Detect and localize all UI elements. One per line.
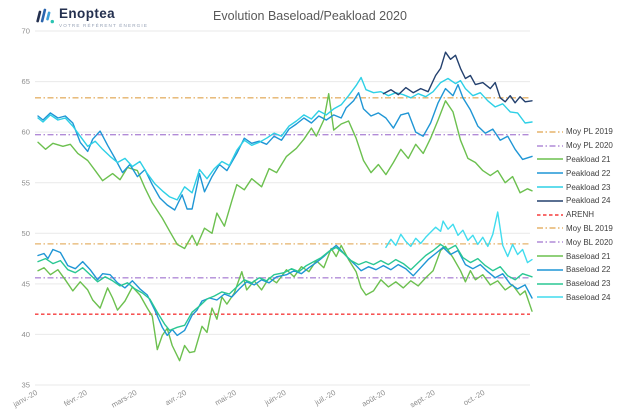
- x-tick-label: avr.-20: [163, 388, 188, 407]
- x-tick-label: juin-20: [262, 388, 287, 408]
- series-peakload-22: [37, 83, 533, 211]
- legend-swatch-line: [537, 296, 563, 299]
- y-tick-label: 60: [22, 128, 30, 137]
- legend-label: Baseload 22: [566, 265, 611, 275]
- legend-label: Baseload 23: [566, 279, 611, 289]
- legend-label: Baseload 21: [566, 251, 611, 261]
- legend-item: Moy PL 2019: [537, 125, 639, 139]
- x-tick-label: juil.-20: [312, 388, 337, 407]
- legend-item: Moy PL 2020: [537, 139, 639, 153]
- legend-item: Moy BL 2019: [537, 222, 639, 236]
- y-tick-label: 55: [22, 178, 30, 187]
- x-tick-label: mars-20: [110, 388, 139, 410]
- logo-tagline: VOTRE RÉFÉRENT ÉNERGIE: [59, 23, 149, 28]
- legend-item: ARENH: [537, 208, 639, 222]
- legend-swatch-line: [537, 282, 563, 285]
- legend-label: Moy BL 2020: [566, 237, 613, 247]
- y-tick-label: 65: [22, 77, 30, 86]
- legend-swatch-line: [537, 200, 563, 202]
- legend-swatch-line: [537, 131, 563, 133]
- legend-item: Baseload 23: [537, 277, 639, 291]
- x-tick-label: sept.-20: [408, 388, 436, 410]
- x-tick-label: août-20: [360, 388, 387, 409]
- legend-item: Peakload 21: [537, 153, 639, 167]
- x-tick-label: janv.-20: [11, 388, 39, 410]
- legend-label: Moy BL 2019: [566, 223, 613, 233]
- x-tick-label: mai-20: [213, 388, 238, 407]
- legend-swatch-line: [537, 269, 563, 271]
- legend-label: Peakload 22: [566, 168, 611, 178]
- legend-label: Baseload 24: [566, 292, 611, 302]
- legend-item: Peakload 22: [537, 166, 639, 180]
- legend-label: Peakload 21: [566, 154, 611, 164]
- legend-swatch-line: [537, 172, 563, 175]
- legend-label: Peakload 24: [566, 196, 611, 206]
- series-peakload-23: [37, 76, 533, 201]
- series-baseload-22: [37, 244, 533, 337]
- legend-label: Moy PL 2020: [566, 141, 613, 151]
- enoptea-logo-icon: [36, 8, 54, 24]
- series-baseload-21: [37, 244, 533, 362]
- legend-item: Moy BL 2020: [537, 235, 639, 249]
- legend-swatch-line: [537, 227, 563, 230]
- chart-title: Evolution Baseload/Peakload 2020: [213, 9, 407, 23]
- y-tick-label: 70: [22, 27, 30, 36]
- legend-swatch-line: [537, 144, 563, 147]
- legend-item: Baseload 24: [537, 291, 639, 305]
- legend-swatch-line: [537, 158, 563, 161]
- legend: Moy PL 2019 Moy PL 2020 Peakload 21 Peakloa…: [537, 125, 639, 304]
- legend-item: Peakload 24: [537, 194, 639, 208]
- legend-label: Moy PL 2019: [566, 127, 613, 137]
- legend-label: Peakload 23: [566, 182, 611, 192]
- series-peakload-24: [382, 51, 533, 104]
- legend-swatch-line: [537, 213, 563, 216]
- legend-item: Baseload 22: [537, 263, 639, 277]
- legend-swatch-line: [537, 241, 563, 244]
- y-tick-label: 45: [22, 280, 30, 289]
- x-tick-label: oct.-20: [462, 388, 487, 407]
- y-tick-label: 50: [22, 229, 30, 238]
- logo-name: Enoptea: [59, 6, 116, 21]
- series-baseload-24: [385, 211, 533, 264]
- series-baseload-23: [37, 243, 533, 332]
- legend-swatch-line: [537, 186, 563, 188]
- y-tick-label: 40: [22, 330, 30, 339]
- legend-item: Baseload 21: [537, 249, 639, 263]
- x-tick-label: févr.-20: [62, 388, 88, 408]
- legend-swatch-line: [537, 255, 563, 257]
- series-peakload-21: [37, 92, 533, 250]
- enoptea-logo: Enoptea VOTRE RÉFÉRENT ÉNERGIE: [36, 7, 148, 28]
- legend-label: ARENH: [566, 210, 595, 220]
- y-tick-label: 35: [22, 381, 30, 390]
- legend-item: Peakload 23: [537, 180, 639, 194]
